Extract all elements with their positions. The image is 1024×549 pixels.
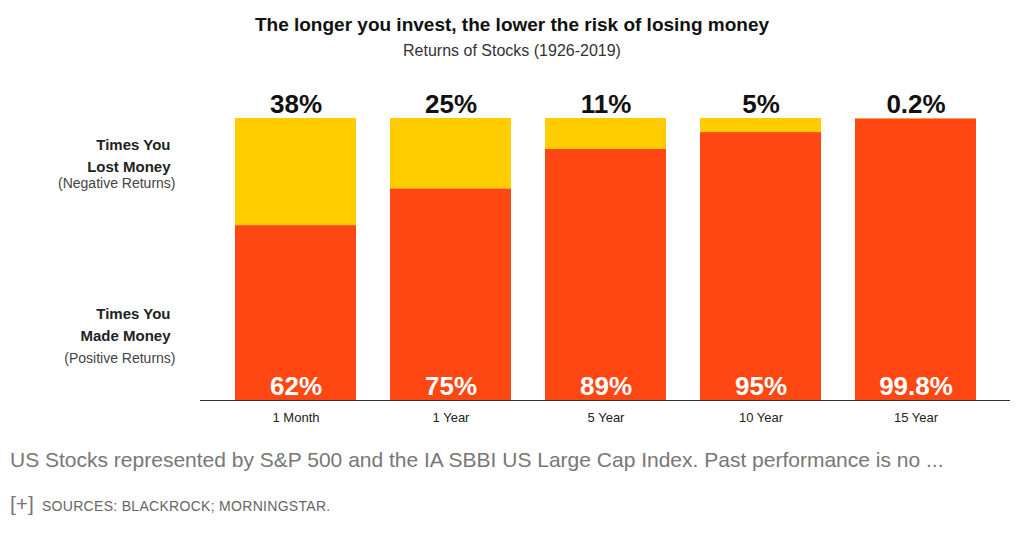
svg-text:1 Year: 1 Year	[433, 410, 471, 425]
svg-text:62%: 62%	[270, 371, 322, 401]
svg-text:(Negative Returns): (Negative Returns)	[58, 175, 176, 191]
svg-text:38%: 38%	[270, 89, 322, 119]
svg-text:15 Year: 15 Year	[894, 410, 939, 425]
svg-text:(Positive Returns): (Positive Returns)	[64, 350, 175, 366]
svg-text:99.8%: 99.8%	[879, 371, 953, 401]
svg-text:Times YouMade Money: Times YouMade Money	[80, 305, 171, 344]
html-text:The longer you invest, the low: The longer you invest, the lower the ris…	[254, 14, 770, 35]
svg-text:25%: 25%	[425, 89, 477, 119]
svg-text:5 Year: 5 Year	[588, 410, 626, 425]
html-text:US Stocks represented by S&P 5: US Stocks represented by S&P 500 and the…	[10, 448, 944, 515]
svg-text:5%: 5%	[742, 89, 780, 119]
svg-text:1 Month: 1 Month	[273, 410, 320, 425]
svg-text:75%: 75%	[425, 371, 477, 401]
svg-text:89%: 89%	[580, 371, 632, 401]
html-text:Returns of Stocks (1926-2019): Returns of Stocks (1926-2019)	[403, 42, 621, 59]
svg-text:95%: 95%	[735, 371, 787, 401]
svg-text:Times YouLost Money: Times YouLost Money	[87, 136, 171, 175]
svg-text:0.2%: 0.2%	[886, 89, 945, 119]
svg-text:10 Year: 10 Year	[739, 410, 784, 425]
svg-text:11%: 11%	[581, 89, 632, 119]
